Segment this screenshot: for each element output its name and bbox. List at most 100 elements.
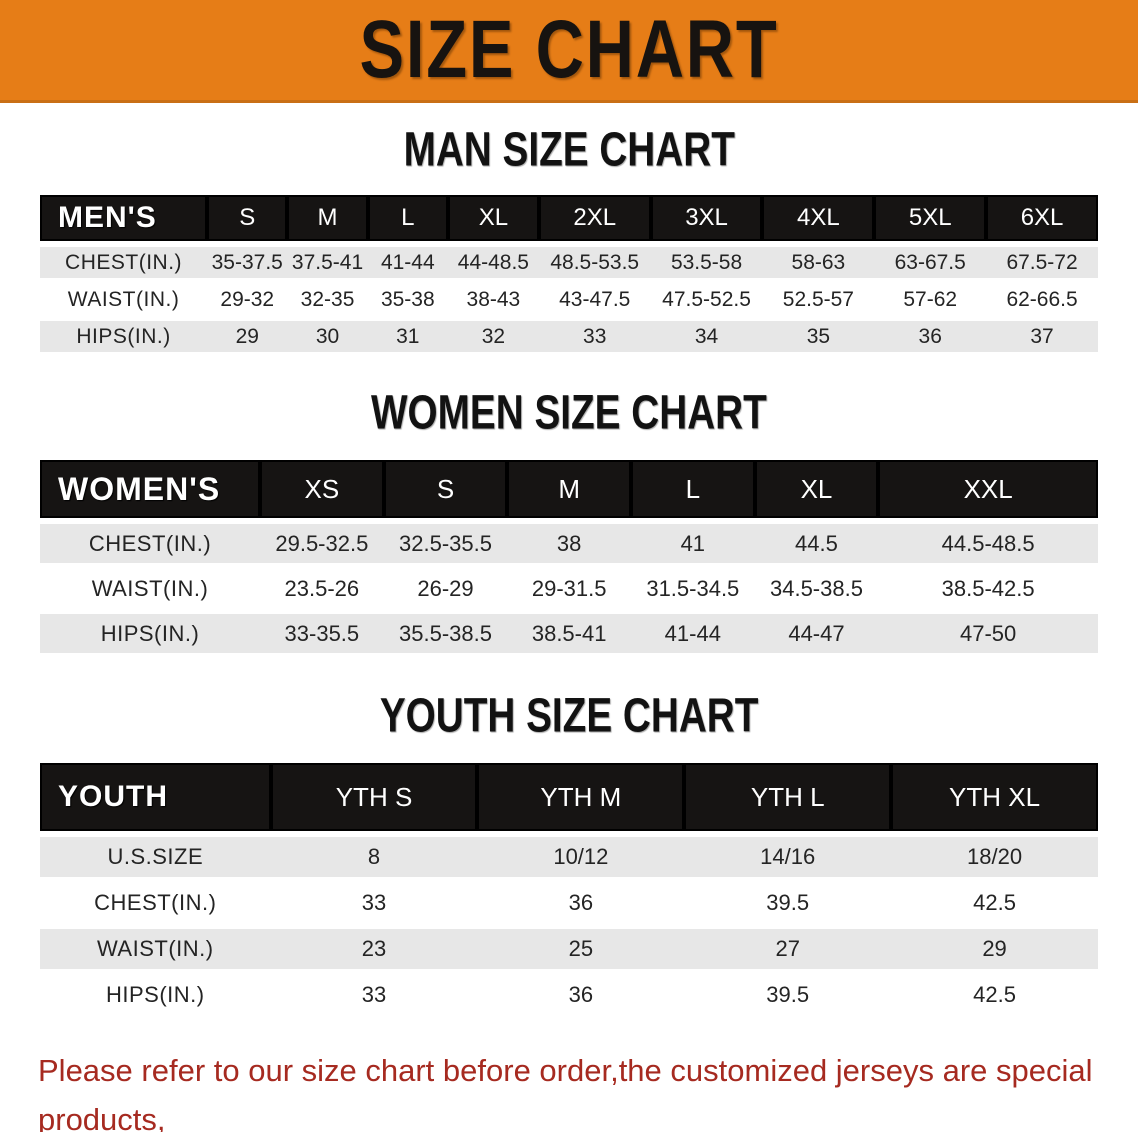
women-table-wrap: WOMEN'S XS S M L XL XXL CHEST(IN.) 29.5-32.5 32.5…: [0, 454, 1138, 659]
measurement-value: 43-47.5: [538, 284, 651, 315]
youth-table-wrap: YOUTH YTH S YTH M YTH L YTH XL U.S.SIZE 8 10/12…: [0, 757, 1138, 1021]
measurement-label: HIPS(IN.): [40, 321, 208, 352]
measurement-value: 36: [477, 883, 685, 923]
measurement-value: 31.5-34.5: [630, 569, 755, 608]
youth-section-heading: YOUTH SIZE CHART: [0, 659, 1138, 757]
measurement-value: 29-32: [207, 284, 288, 315]
size-column-header: 5XL: [874, 195, 987, 241]
measurement-value: 62-66.5: [986, 284, 1098, 315]
measurement-value: 29: [207, 321, 288, 352]
men-section-heading-text: MAN SIZE CHART: [403, 122, 735, 177]
page-title: SIZE CHART: [359, 3, 779, 96]
measurement-value: 39.5: [684, 883, 892, 923]
size-column-header: M: [287, 195, 368, 241]
measurement-value: 26-29: [383, 569, 508, 608]
measurement-label: CHEST(IN.): [40, 247, 208, 278]
mens-size-table: MEN'S S M L XL 2XL 3XL 4XL 5XL 6XL CHEST(IN.) 35-37…: [40, 189, 1098, 358]
measurement-value: 32: [447, 321, 539, 352]
section-youth: YOUTH SIZE CHART YOUTH YTH S YTH M YTH L YTH…: [0, 659, 1138, 1021]
men-table-wrap: MEN'S S M L XL 2XL 3XL 4XL 5XL 6XL CHEST(IN.) 35-37…: [0, 189, 1138, 358]
measurement-label: WAIST(IN.): [40, 284, 208, 315]
measurement-row: CHEST(IN.) 35-37.5 37.5-41 41-44 44-48.5 48.5…: [40, 247, 1098, 278]
measurement-row: WAIST(IN.) 29-32 32-35 35-38 38-43 43-47.5 47.…: [40, 284, 1098, 315]
measurement-value: 36: [477, 975, 685, 1015]
measurement-value: 33: [270, 975, 478, 1015]
measurement-value: 58-63: [762, 247, 875, 278]
measurement-value: 38.5-41: [507, 614, 631, 653]
table-header-row: WOMEN'S XS S M L XL XXL: [40, 460, 1098, 518]
measurement-label: HIPS(IN.): [40, 614, 261, 653]
measurement-row: HIPS(IN.) 33 36 39.5 42.5: [40, 975, 1098, 1015]
measurement-row: WAIST(IN.) 23.5-26 26-29 29-31.5 31.5-34.5 34…: [40, 569, 1098, 608]
measurement-value: 35.5-38.5: [383, 614, 508, 653]
size-column-header: XL: [447, 195, 539, 241]
measurement-value: 47.5-52.5: [650, 284, 763, 315]
size-column-header: XL: [754, 460, 879, 518]
measurement-value: 32-35: [287, 284, 368, 315]
measurement-value: 34.5-38.5: [754, 569, 879, 608]
measurement-value: 32.5-35.5: [383, 524, 508, 563]
measurement-label: U.S.SIZE: [40, 837, 271, 877]
size-column-header: 2XL: [538, 195, 651, 241]
disclaimer-line-1: Please refer to our size chart before or…: [38, 1053, 1093, 1132]
measurement-value: 33: [270, 883, 478, 923]
measurement-value: 23.5-26: [260, 569, 384, 608]
measurement-label: CHEST(IN.): [40, 524, 261, 563]
measurement-value: 29-31.5: [507, 569, 631, 608]
measurement-row: CHEST(IN.) 33 36 39.5 42.5: [40, 883, 1098, 923]
measurement-value: 41: [630, 524, 755, 563]
size-column-header: 6XL: [986, 195, 1098, 241]
size-column-header: L: [630, 460, 755, 518]
youth-size-table: YOUTH YTH S YTH M YTH L YTH XL U.S.SIZE 8 10/12…: [40, 757, 1098, 1021]
measurement-value: 42.5: [891, 883, 1098, 923]
measurement-value: 44.5-48.5: [878, 524, 1098, 563]
youth-section-heading-text: YOUTH SIZE CHART: [379, 688, 759, 743]
measurement-value: 63-67.5: [874, 247, 987, 278]
measurement-value: 36: [874, 321, 987, 352]
measurement-row: CHEST(IN.) 29.5-32.5 32.5-35.5 38 41 44.5 44.5…: [40, 524, 1098, 563]
measurement-value: 48.5-53.5: [538, 247, 651, 278]
measurement-value: 41-44: [630, 614, 755, 653]
measurement-value: 10/12: [477, 837, 685, 877]
measurement-value: 44.5: [754, 524, 879, 563]
size-column-header: XXL: [878, 460, 1098, 518]
size-column-header: YTH L: [684, 763, 892, 831]
table-header-row: YOUTH YTH S YTH M YTH L YTH XL: [40, 763, 1098, 831]
measurement-value: 52.5-57: [762, 284, 875, 315]
measurement-label: WAIST(IN.): [40, 569, 261, 608]
table-title-cell: YOUTH: [40, 763, 271, 831]
measurement-value: 34: [650, 321, 763, 352]
measurement-value: 35-38: [367, 284, 448, 315]
measurement-value: 23: [270, 929, 478, 969]
measurement-row: WAIST(IN.) 23 25 27 29: [40, 929, 1098, 969]
size-column-header: YTH XL: [891, 763, 1098, 831]
measurement-value: 44-47: [754, 614, 879, 653]
measurement-value: 38.5-42.5: [878, 569, 1098, 608]
measurement-value: 29.5-32.5: [260, 524, 384, 563]
measurement-label: WAIST(IN.): [40, 929, 271, 969]
table-title-cell: MEN'S: [40, 195, 208, 241]
measurement-label: HIPS(IN.): [40, 975, 271, 1015]
measurement-value: 67.5-72: [986, 247, 1098, 278]
measurement-value: 37: [986, 321, 1098, 352]
size-column-header: M: [507, 460, 631, 518]
measurement-value: 35-37.5: [207, 247, 288, 278]
men-section-heading: MAN SIZE CHART: [0, 103, 1138, 189]
measurement-value: 38-43: [447, 284, 539, 315]
measurement-value: 57-62: [874, 284, 987, 315]
measurement-row: HIPS(IN.) 33-35.5 35.5-38.5 38.5-41 41-44 44-…: [40, 614, 1098, 653]
women-section-heading-text: WOMEN SIZE CHART: [371, 385, 767, 440]
measurement-label: CHEST(IN.): [40, 883, 271, 923]
section-women: WOMEN SIZE CHART WOMEN'S XS S M L XL XXL CHEST(…: [0, 358, 1138, 659]
measurement-value: 8: [270, 837, 478, 877]
measurement-value: 18/20: [891, 837, 1098, 877]
measurement-value: 53.5-58: [650, 247, 763, 278]
measurement-value: 47-50: [878, 614, 1098, 653]
measurement-value: 44-48.5: [447, 247, 539, 278]
women-section-heading: WOMEN SIZE CHART: [0, 358, 1138, 454]
size-column-header: XS: [260, 460, 384, 518]
measurement-value: 31: [367, 321, 448, 352]
measurement-value: 38: [507, 524, 631, 563]
measurement-value: 30: [287, 321, 368, 352]
